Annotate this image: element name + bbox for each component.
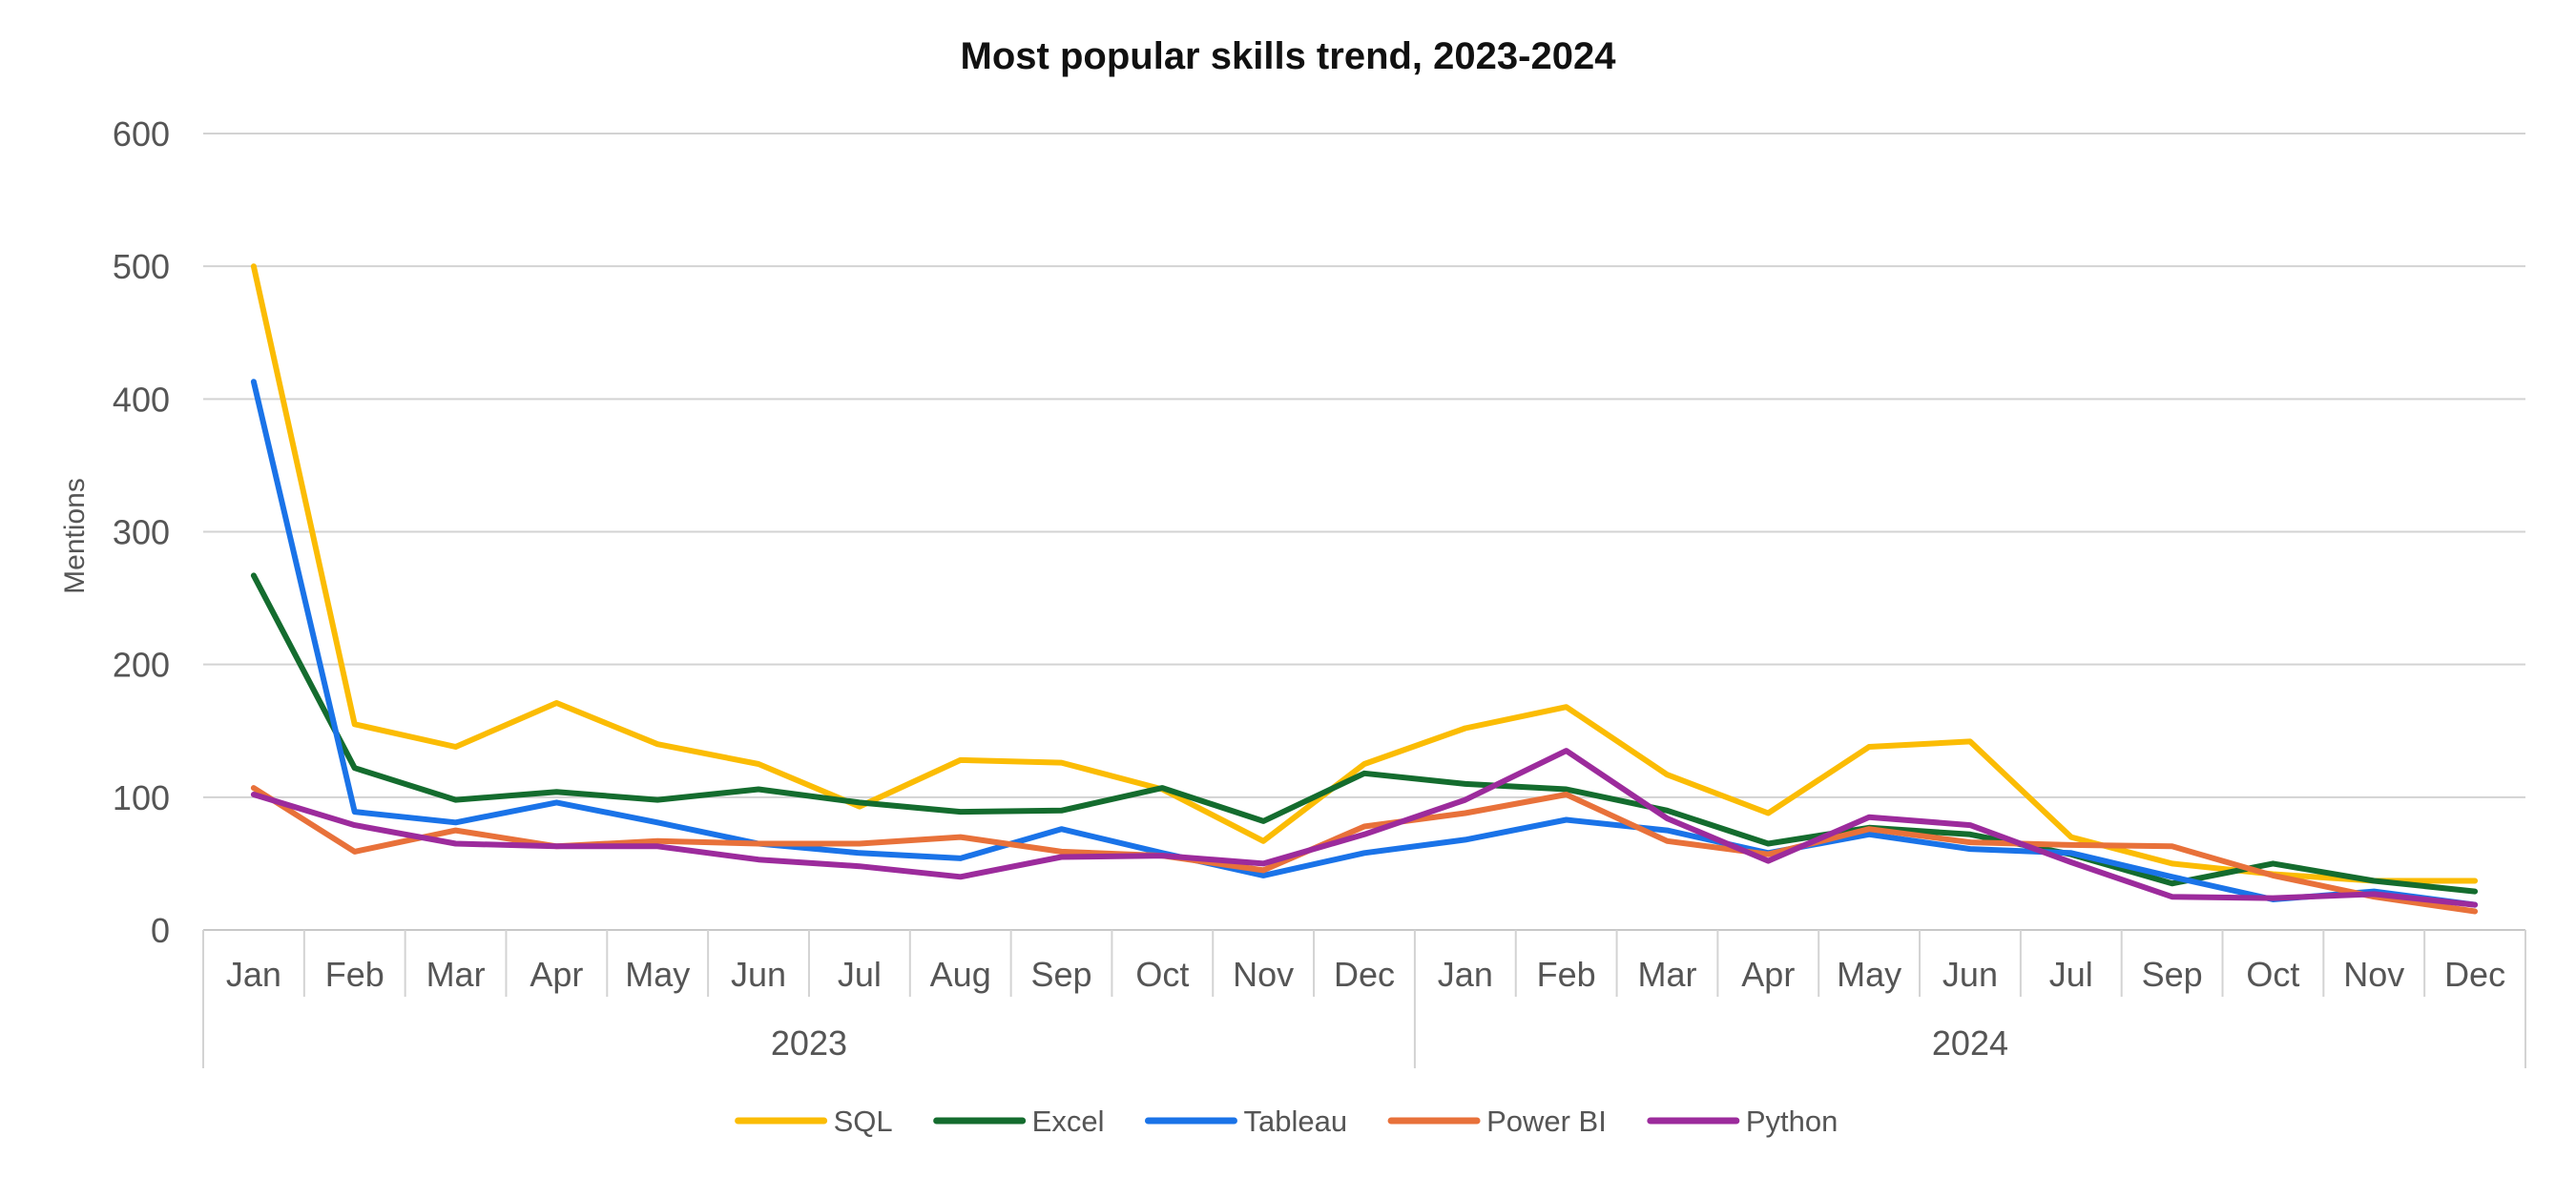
y-tick-label: 300: [113, 513, 170, 552]
series-line-tableau: [250, 379, 2479, 908]
x-tick-label: Dec: [1334, 955, 1395, 994]
legend-item-power-bi[interactable]: Power BI: [1387, 1105, 1607, 1138]
x-tick-label: Feb: [1537, 955, 1596, 994]
x-tick-label: Jan: [226, 955, 281, 994]
x-tick-label: Aug: [930, 955, 991, 994]
y-tick-label: 100: [113, 778, 170, 817]
legend-label: Excel: [1032, 1105, 1105, 1138]
x-tick-label: Nov: [1233, 955, 1294, 994]
x-tick-label: Sep: [2142, 955, 2203, 994]
chart-title: Most popular skills trend, 2023-2024: [961, 35, 1617, 77]
x-tick-label: May: [1837, 955, 1901, 994]
x-tick-label: Feb: [325, 955, 384, 994]
y-tick-label: 0: [151, 911, 170, 950]
x-tick-label: Oct: [2246, 955, 2299, 994]
legend[interactable]: SQL Excel Tableau Power BI Python: [735, 1105, 1839, 1138]
series-line-excel: [250, 572, 2479, 895]
legend-item-sql[interactable]: SQL: [735, 1105, 893, 1138]
legend-item-excel[interactable]: Excel: [933, 1105, 1105, 1138]
x-tick-label: May: [625, 955, 690, 994]
x-tick-label: Apr: [530, 955, 583, 994]
legend-item-tableau[interactable]: Tableau: [1144, 1105, 1347, 1138]
legend-item-python[interactable]: Python: [1647, 1105, 1839, 1138]
y-tick-label: 200: [113, 646, 170, 685]
series-line-python: [250, 748, 2479, 908]
series-line-sql: [250, 263, 2479, 884]
x-group-label: 2024: [1932, 1023, 2008, 1063]
gridlines: [203, 133, 2525, 798]
x-tick-label: Nov: [2343, 955, 2404, 994]
x-group-label: 2023: [771, 1023, 847, 1063]
legend-label: SQL: [834, 1105, 893, 1138]
x-tick-label: Jun: [1942, 955, 1998, 994]
x-tick-label: Jun: [731, 955, 786, 994]
y-tick-label: 400: [113, 380, 170, 419]
x-tick-label: Sep: [1030, 955, 1091, 994]
x-tick-label: Jan: [1438, 955, 1493, 994]
x-tick-label: Mar: [426, 955, 486, 994]
y-tick-label: 500: [113, 247, 170, 286]
legend-label: Python: [1746, 1105, 1839, 1138]
x-tick-label: Oct: [1135, 955, 1189, 994]
y-tick-label: 600: [113, 114, 170, 154]
y-axis-ticks: 0 100 200 300 400 500 600: [113, 114, 170, 950]
x-tick-label: Jul: [2049, 955, 2093, 994]
x-tick-label: Dec: [2444, 955, 2505, 994]
series-line-power-bi: [250, 785, 2479, 915]
legend-label: Power BI: [1486, 1105, 1607, 1138]
y-axis-label: Mentions: [59, 478, 91, 594]
x-tick-label: Jul: [838, 955, 882, 994]
legend-label: Tableau: [1243, 1105, 1347, 1138]
series-lines: [250, 263, 2479, 915]
x-tick-label: Apr: [1741, 955, 1795, 994]
x-axis: Jan Feb Mar Apr May Jun Jul Aug Sep Oct Nov Dec Jan F…: [202, 929, 2526, 1068]
x-tick-label: Mar: [1637, 955, 1696, 994]
